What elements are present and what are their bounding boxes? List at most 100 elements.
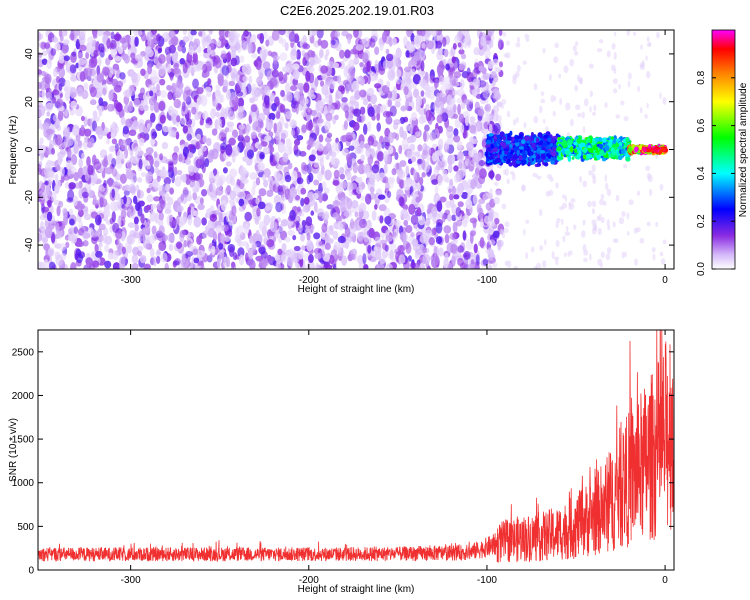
spectrogram-cell [158, 184, 166, 196]
spectrogram-cell [662, 239, 667, 245]
spectrogram-cell [228, 31, 236, 43]
spectrogram-cell [139, 255, 147, 264]
spectrogram-cell [456, 97, 463, 104]
spectrogram-cell [488, 211, 494, 223]
spectrogram-cell [168, 39, 173, 46]
spectrogram-cell [591, 164, 596, 173]
spectrogram-cell [138, 122, 145, 133]
spectrogram-cell [111, 168, 118, 177]
spectrogram-cell [256, 207, 261, 217]
spectrogram-cell [567, 250, 571, 258]
spectrogram-cell [124, 184, 130, 191]
spectrogram-cell [88, 263, 96, 269]
spectrogram-cell [457, 190, 463, 197]
spectrogram-cell [484, 110, 490, 117]
spectrogram-cell [349, 182, 358, 190]
spectrogram-cell [395, 69, 402, 78]
spectrogram-cell [243, 30, 249, 37]
spectrogram-cell [478, 160, 486, 167]
spectrogram-cell [130, 52, 136, 60]
spectrogram-cell [56, 205, 61, 217]
spectrogram-cell [490, 34, 495, 42]
spectrogram-cell [64, 90, 71, 101]
spectrogram-cell [419, 176, 424, 186]
spectrogram-cell [352, 121, 360, 131]
spectrogram-cell [51, 147, 56, 155]
spectrogram-cell [300, 187, 307, 195]
spectrogram-cell [614, 238, 619, 244]
spectrogram-cell [207, 228, 216, 238]
spectrogram-cell [347, 36, 352, 44]
spectrogram-cell [83, 82, 89, 91]
spectrogram-cell [43, 259, 49, 269]
spectrogram-cell [320, 65, 329, 74]
spectrogram-cell [660, 258, 666, 265]
spectrogram-cell [84, 128, 92, 137]
spectrogram-cell [97, 131, 104, 140]
spectrogram-cell [274, 170, 281, 182]
spectrogram-cell [305, 107, 313, 116]
spectrogram-cell [453, 174, 460, 183]
spectrogram-cell [377, 141, 382, 151]
spectrogram-cell [244, 211, 252, 222]
spectrogram-cell [292, 252, 300, 264]
spectrogram-cell [328, 78, 336, 90]
spectrogram-cell [502, 32, 507, 37]
spectrogram-cell [547, 154, 552, 159]
spectrogram-cell [431, 30, 437, 38]
spectrogram-cell [359, 61, 364, 68]
spectrogram-cell [70, 74, 78, 82]
spectrogram-cell [296, 206, 301, 213]
spectrogram-cell [92, 199, 99, 206]
spectrogram-cell [395, 47, 402, 59]
spectrogram-cell [162, 125, 170, 133]
spectrogram-cell [305, 70, 311, 82]
spectrogram-cell [648, 188, 653, 196]
spectrogram-cell [477, 108, 485, 117]
spectrogram-cell [162, 31, 171, 39]
spectrogram-cell [98, 56, 102, 67]
spectrogram-cell [351, 133, 357, 141]
spectrogram-cell [265, 39, 270, 47]
spectrogram-cell [488, 133, 494, 137]
spectrogram-cell [374, 59, 379, 72]
spectrogram-cell [237, 97, 245, 108]
spectrogram-cell [47, 247, 55, 257]
spectrogram-cell [182, 125, 188, 134]
spectrogram-cell [583, 98, 589, 107]
spectrogram-cell [471, 89, 478, 97]
spectrogram-cell [126, 244, 132, 254]
spectrogram-cell [491, 79, 496, 87]
spectrogram-cell [110, 69, 118, 75]
spectrogram-cell [387, 99, 393, 107]
spectrogram-cell [347, 59, 355, 70]
spectrogram-cell [264, 85, 271, 96]
spectrogram-cell [111, 188, 116, 199]
spectrogram-cell [186, 133, 193, 141]
spectrogram-cell [409, 143, 416, 151]
spectrogram-cell [257, 112, 266, 122]
spectrogram-cell [547, 150, 551, 154]
spectrogram-cell [41, 89, 46, 100]
spectrogram-cell [93, 161, 102, 170]
spectrogram-cell [293, 69, 300, 81]
spectrogram-cell [469, 116, 476, 123]
spectrogram-cell [230, 261, 236, 268]
spectrogram-cell [153, 256, 157, 267]
spectrogram-cell [618, 84, 621, 90]
spectrogram-cell [73, 144, 79, 155]
spectrogram-cell [43, 196, 49, 203]
spectrogram-cell [326, 132, 333, 138]
spectrogram-cell [324, 169, 332, 181]
spectrogram-cell [453, 71, 462, 79]
spectrogram-cell [418, 36, 424, 43]
spectrogram-cell [196, 133, 202, 141]
spectrogram-cell [449, 232, 457, 240]
spectrogram-cell [445, 200, 451, 209]
spectrogram-cell [300, 197, 305, 207]
spectrogram-cell [438, 247, 444, 257]
spectrogram-cell [149, 247, 155, 258]
spectrogram-cell [248, 199, 254, 205]
spectrogram-cell [45, 102, 54, 112]
spectrogram-cell [351, 199, 359, 209]
